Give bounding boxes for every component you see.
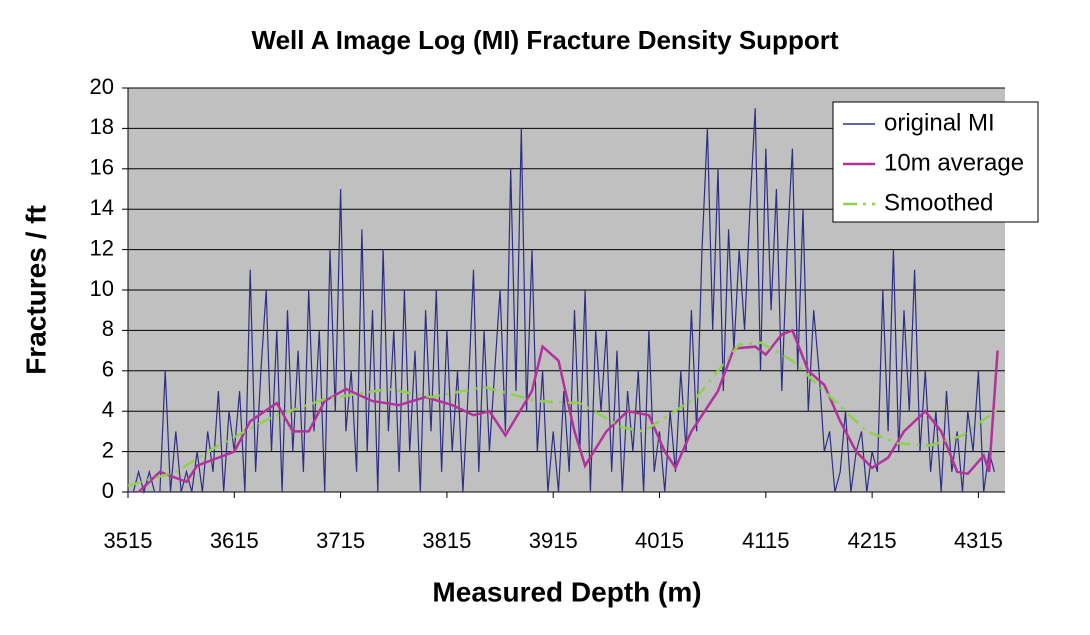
y-tick-label: 4 — [102, 397, 114, 422]
x-tick-label: 4315 — [954, 528, 1003, 553]
chart-title: Well A Image Log (MI) Fracture Density S… — [252, 25, 839, 55]
x-tick-label: 4015 — [635, 528, 684, 553]
y-tick-label: 2 — [102, 437, 114, 462]
series-line — [128, 108, 995, 495]
x-tick-label: 4215 — [848, 528, 897, 553]
y-tick-label: 18 — [90, 114, 114, 139]
legend-label: original MI — [884, 109, 995, 136]
legend-label: 10m average — [884, 149, 1024, 176]
y-tick-label: 8 — [102, 316, 114, 341]
y-axis-label: Fractures / ft — [20, 205, 51, 375]
x-tick-label: 4115 — [742, 528, 789, 553]
x-tick-label: 3515 — [104, 528, 153, 553]
y-tick-label: 10 — [90, 276, 114, 301]
y-tick-label: 6 — [102, 357, 114, 382]
x-tick-label: 3815 — [422, 528, 471, 553]
x-tick-label: 3715 — [316, 528, 365, 553]
y-tick-label: 12 — [90, 235, 114, 260]
legend: original MI 10m average Smoothed — [832, 101, 1039, 223]
x-axis-label: Measured Depth (m) — [432, 576, 701, 607]
legend-label: Smoothed — [884, 189, 993, 216]
y-tick-label: 16 — [90, 155, 114, 180]
series-line — [137, 328, 999, 493]
series-line — [127, 341, 999, 488]
y-tick-label: 20 — [90, 74, 114, 99]
x-tick-label: 3915 — [529, 528, 578, 553]
legend-box — [832, 101, 1039, 223]
y-tick-label: 0 — [102, 478, 114, 503]
y-tick-label: 14 — [90, 195, 114, 220]
x-tick-label: 3615 — [210, 528, 259, 553]
